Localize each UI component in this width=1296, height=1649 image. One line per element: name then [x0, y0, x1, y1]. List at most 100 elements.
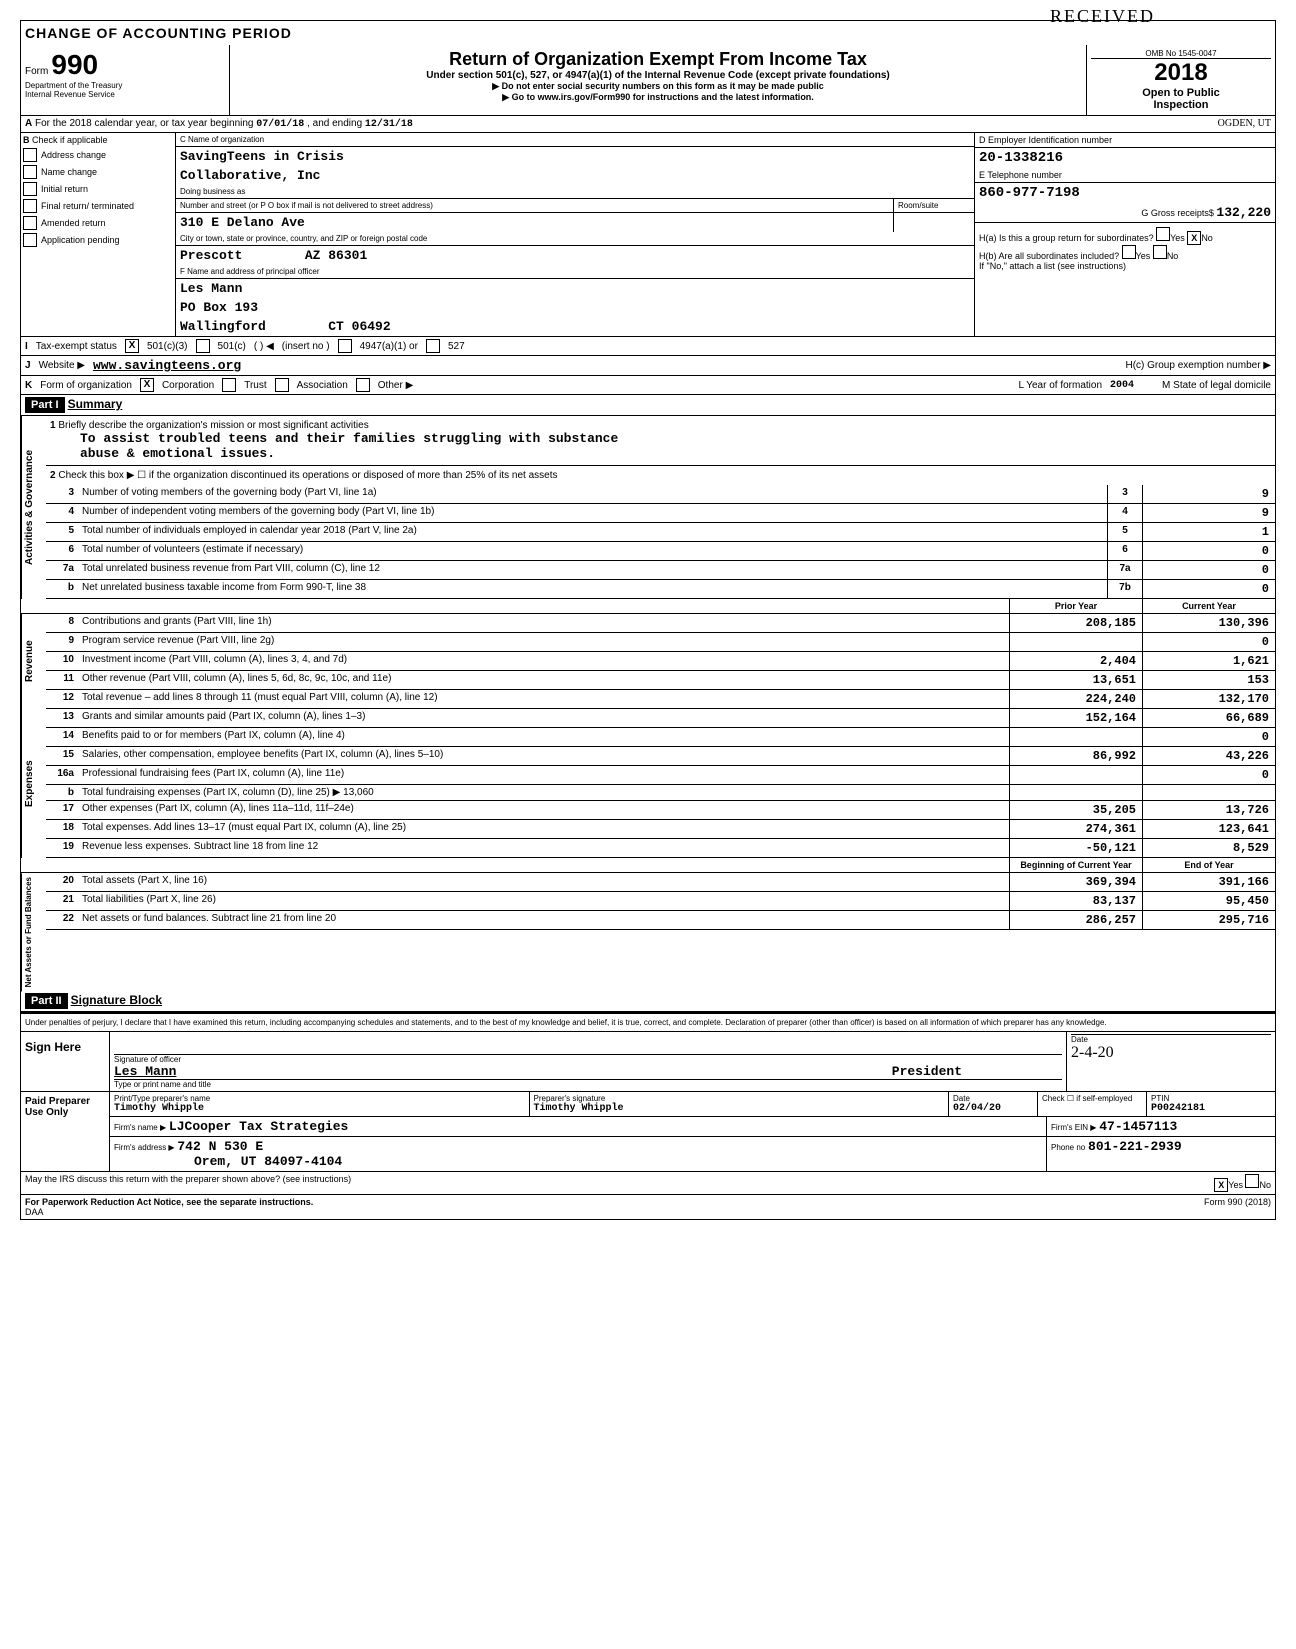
line-7a: 7a Total unrelated business revenue from… — [46, 561, 1275, 580]
line-9: 9 Program service revenue (Part VIII, li… — [46, 633, 1275, 652]
col-current: Current Year — [1142, 599, 1275, 613]
line-21: 21 Total liabilities (Part X, line 26) 8… — [46, 892, 1275, 911]
form-header: Form 990 Department of the Treasury Inte… — [21, 45, 1275, 116]
officer-city: Wallingford CT 06492 — [176, 317, 974, 336]
ha-label: H(a) Is this a group return for subordin… — [979, 227, 1271, 245]
mission-line-1: To assist troubled teens and their famil… — [50, 431, 1271, 446]
line-22: 22 Net assets or fund balances. Subtract… — [46, 911, 1275, 930]
col-headers-revenue: Prior Year Current Year — [21, 599, 1275, 614]
tax-year-end: 12/31/18 — [365, 119, 413, 130]
ptin-cell: PTIN P00242181 — [1147, 1092, 1275, 1116]
officer-name: Les Mann — [176, 279, 974, 298]
dba-label: Doing business as — [176, 185, 974, 199]
part1-header-row: Part I Summary — [21, 395, 1275, 416]
check-label: Check if applicable — [32, 135, 108, 145]
part1-label: Part I — [25, 397, 65, 413]
line-10: 10 Investment income (Part VIII, column … — [46, 652, 1275, 671]
city-label: City or town, state or province, country… — [176, 232, 974, 246]
part2-title: Signature Block — [71, 993, 162, 1007]
firm-ein-cell: Firm's EIN ▶ 47-1457113 — [1047, 1117, 1275, 1136]
row-a-mid: , and ending — [307, 118, 362, 129]
tax-status-row: I Tax-exempt status X501(c)(3) 501(c) ( … — [21, 337, 1275, 356]
hb-no[interactable] — [1153, 245, 1167, 259]
col-prior: Prior Year — [1009, 599, 1142, 613]
side-governance: Activities & Governance — [21, 416, 46, 599]
no-ssn-note: ▶ Do not enter social security numbers o… — [234, 81, 1082, 92]
g-gross: G Gross receipts$ 132,220 — [975, 203, 1275, 223]
tax-status-label: Tax-exempt status — [36, 341, 117, 352]
perjury-declaration: Under penalties of perjury, I declare th… — [21, 1014, 1275, 1031]
check-527[interactable] — [426, 339, 440, 353]
check-4947[interactable] — [338, 339, 352, 353]
officer-title: President — [892, 1064, 962, 1079]
open-public: Open to Public — [1091, 87, 1271, 99]
check-column: B Check if applicable Address change Nam… — [21, 133, 176, 336]
line-13: 13 Grants and similar amounts paid (Part… — [46, 709, 1275, 728]
form-org-label: Form of organization — [40, 380, 132, 391]
paid-preparer-row: Paid Preparer Use Only Print/Type prepar… — [21, 1091, 1275, 1171]
part2-header-row: Part II Signature Block — [21, 991, 1275, 1012]
mission-line-2: abuse & emotional issues. — [50, 446, 1271, 461]
row-a-tax-year: A For the 2018 calendar year, or tax yea… — [21, 116, 1275, 133]
omb-number: OMB No 1545-0047 — [1091, 49, 1271, 59]
part1-title: Summary — [68, 397, 123, 411]
hb-yes[interactable] — [1122, 245, 1136, 259]
line-19: 19 Revenue less expenses. Subtract line … — [46, 839, 1275, 858]
sign-here-label: Sign Here — [21, 1032, 110, 1091]
check-final-return[interactable]: Final return/ terminated — [23, 199, 173, 213]
part2-label: Part II — [25, 993, 68, 1009]
sign-date: 2-4-20 — [1071, 1044, 1271, 1062]
ein: 20-1338216 — [975, 148, 1275, 168]
right-column: D Employer Identification number 20-1338… — [975, 133, 1275, 336]
section-b: B Check if applicable Address change Nam… — [21, 133, 1275, 337]
year-formation-label: L Year of formation — [1018, 380, 1102, 391]
form-990: RECEIVED CHANGE OF ACCOUNTING PERIOD For… — [20, 20, 1276, 1220]
side-net: Net Assets or Fund Balances — [21, 873, 46, 991]
summary-expenses: Expenses 13 Grants and similar amounts p… — [21, 709, 1275, 858]
officer-signature[interactable] — [114, 1034, 1062, 1054]
org-name-1: SavingTeens in Crisis — [176, 147, 974, 166]
check-initial-return[interactable]: Initial return — [23, 182, 173, 196]
check-501c3[interactable]: X — [125, 339, 139, 353]
paid-preparer-label: Paid Preparer Use Only — [21, 1092, 110, 1171]
ha-yes[interactable] — [1156, 227, 1170, 241]
f-label: F Name and address of principal officer — [176, 265, 974, 279]
ha-no[interactable]: X — [1187, 231, 1201, 245]
org-name-2: Collaborative, Inc — [176, 166, 974, 185]
ogden-stamp: OGDEN, UT — [1218, 118, 1271, 129]
check-other[interactable] — [356, 378, 370, 392]
form-org-row: K Form of organization XCorporation Trus… — [21, 376, 1275, 395]
line-2: 2 Check this box ▶ ☐ if the organization… — [46, 465, 1275, 485]
hc-label: H(c) Group exemption number ▶ — [1125, 360, 1271, 371]
sign-here-row: Sign Here Signature of officer Les Mann … — [21, 1031, 1275, 1091]
check-assoc[interactable] — [275, 378, 289, 392]
dept-irs: Internal Revenue Service — [25, 90, 225, 99]
tax-year: 20201818 — [1091, 59, 1271, 87]
line-b: b Net unrelated business taxable income … — [46, 580, 1275, 599]
c-label: C Name of organization — [176, 133, 974, 147]
summary-governance: Activities & Governance 1 Briefly descri… — [21, 416, 1275, 599]
date-label: Date — [1071, 1034, 1271, 1044]
check-corp[interactable]: X — [140, 378, 154, 392]
check-address-change[interactable]: Address change — [23, 148, 173, 162]
form-label: Form — [25, 66, 48, 77]
tax-year-start: 07/01/18 — [256, 119, 304, 130]
line-20: 20 Total assets (Part X, line 16) 369,39… — [46, 873, 1275, 892]
name-title-label: Type or print name and title — [114, 1079, 1062, 1089]
check-amended[interactable]: Amended return — [23, 216, 173, 230]
line-5: 5 Total number of individuals employed i… — [46, 523, 1275, 542]
firm-addr-cell: Firm's address ▶ 742 N 530 E Orem, UT 84… — [110, 1137, 1047, 1171]
check-pending[interactable]: Application pending — [23, 233, 173, 247]
check-name-change[interactable]: Name change — [23, 165, 173, 179]
check-501c[interactable] — [196, 339, 210, 353]
check-trust[interactable] — [222, 378, 236, 392]
line-1: 1 Briefly describe the organization's mi… — [46, 416, 1275, 465]
discuss-yes[interactable]: X — [1214, 1178, 1228, 1192]
line-8: 8 Contributions and grants (Part VIII, l… — [46, 614, 1275, 633]
form-subtitle: Under section 501(c), 527, or 4947(a)(1)… — [234, 70, 1082, 81]
line-17: 17 Other expenses (Part IX, column (A), … — [46, 801, 1275, 820]
sig-officer-label: Signature of officer — [114, 1054, 1062, 1064]
officer-print-name: Les Mann — [114, 1064, 176, 1079]
website-row: J Website ▶ www.savingteens.org H(c) Gro… — [21, 356, 1275, 376]
discuss-no[interactable] — [1245, 1174, 1259, 1188]
